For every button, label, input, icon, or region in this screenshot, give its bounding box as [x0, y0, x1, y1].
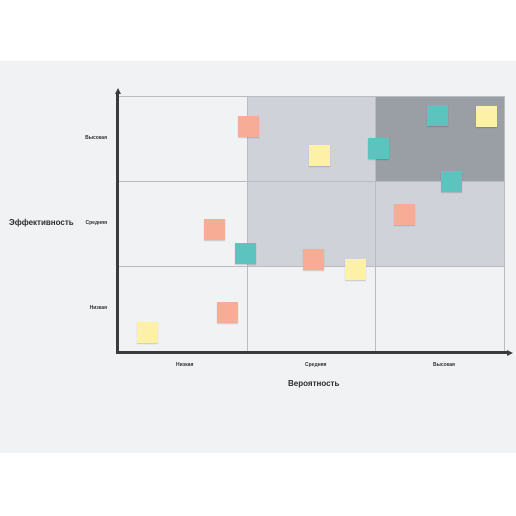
- x-tick-low: Низкая: [176, 362, 194, 368]
- x-axis: [116, 351, 508, 354]
- sticky-note-yellow[interactable]: [309, 145, 330, 166]
- grid-h1: [118, 181, 504, 182]
- sticky-note-orange[interactable]: [204, 219, 225, 240]
- sticky-note-orange[interactable]: [303, 249, 324, 270]
- y-axis-arrow: [114, 88, 121, 94]
- sticky-note-teal[interactable]: [441, 171, 462, 192]
- sticky-note-yellow[interactable]: [137, 322, 158, 343]
- grid-v1: [247, 96, 248, 351]
- x-tick-high: Высокая: [433, 362, 455, 368]
- sticky-note-teal[interactable]: [368, 138, 389, 159]
- sticky-note-yellow[interactable]: [476, 106, 497, 127]
- y-tick-high: Высокая: [85, 135, 107, 141]
- sticky-note-orange[interactable]: [217, 302, 238, 323]
- grid-v2: [375, 96, 376, 351]
- y-axis-title: Эффективность: [9, 218, 74, 227]
- y-tick-low: Низкая: [89, 305, 107, 311]
- risk-matrix-board: Высокая Средняя Низкая Низкая Средняя Вы…: [0, 61, 516, 453]
- sticky-note-orange[interactable]: [394, 204, 415, 225]
- sticky-note-teal[interactable]: [235, 243, 256, 264]
- y-axis: [116, 93, 119, 354]
- sticky-note-orange[interactable]: [238, 116, 259, 137]
- x-axis-title: Вероятность: [288, 379, 340, 388]
- y-tick-medium: Средняя: [85, 220, 107, 226]
- x-axis-arrow: [507, 349, 513, 356]
- grid-top: [118, 96, 504, 97]
- sticky-note-teal[interactable]: [427, 105, 448, 126]
- sticky-note-yellow[interactable]: [345, 259, 366, 280]
- x-tick-medium: Средняя: [305, 362, 327, 368]
- grid-right: [504, 96, 505, 351]
- zone-medium-high: [247, 96, 375, 181]
